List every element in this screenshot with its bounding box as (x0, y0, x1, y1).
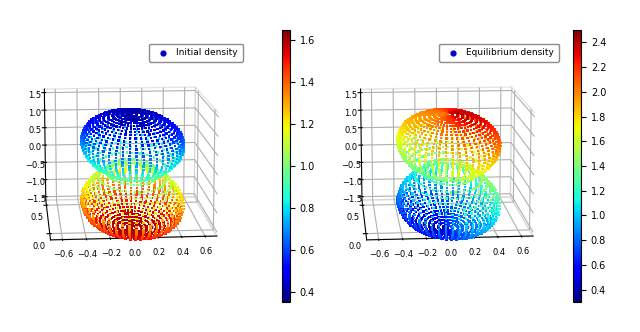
Legend: Equilibrium density: Equilibrium density (439, 44, 559, 62)
Legend: Initial density: Initial density (149, 44, 243, 62)
